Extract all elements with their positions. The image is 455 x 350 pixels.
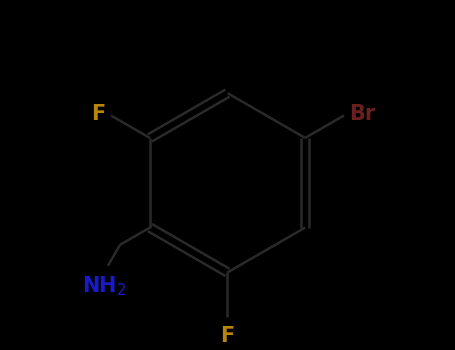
Text: F: F [220, 326, 235, 346]
Text: NH$_2$: NH$_2$ [82, 274, 127, 298]
Text: Br: Br [349, 104, 375, 124]
Text: F: F [91, 104, 106, 124]
